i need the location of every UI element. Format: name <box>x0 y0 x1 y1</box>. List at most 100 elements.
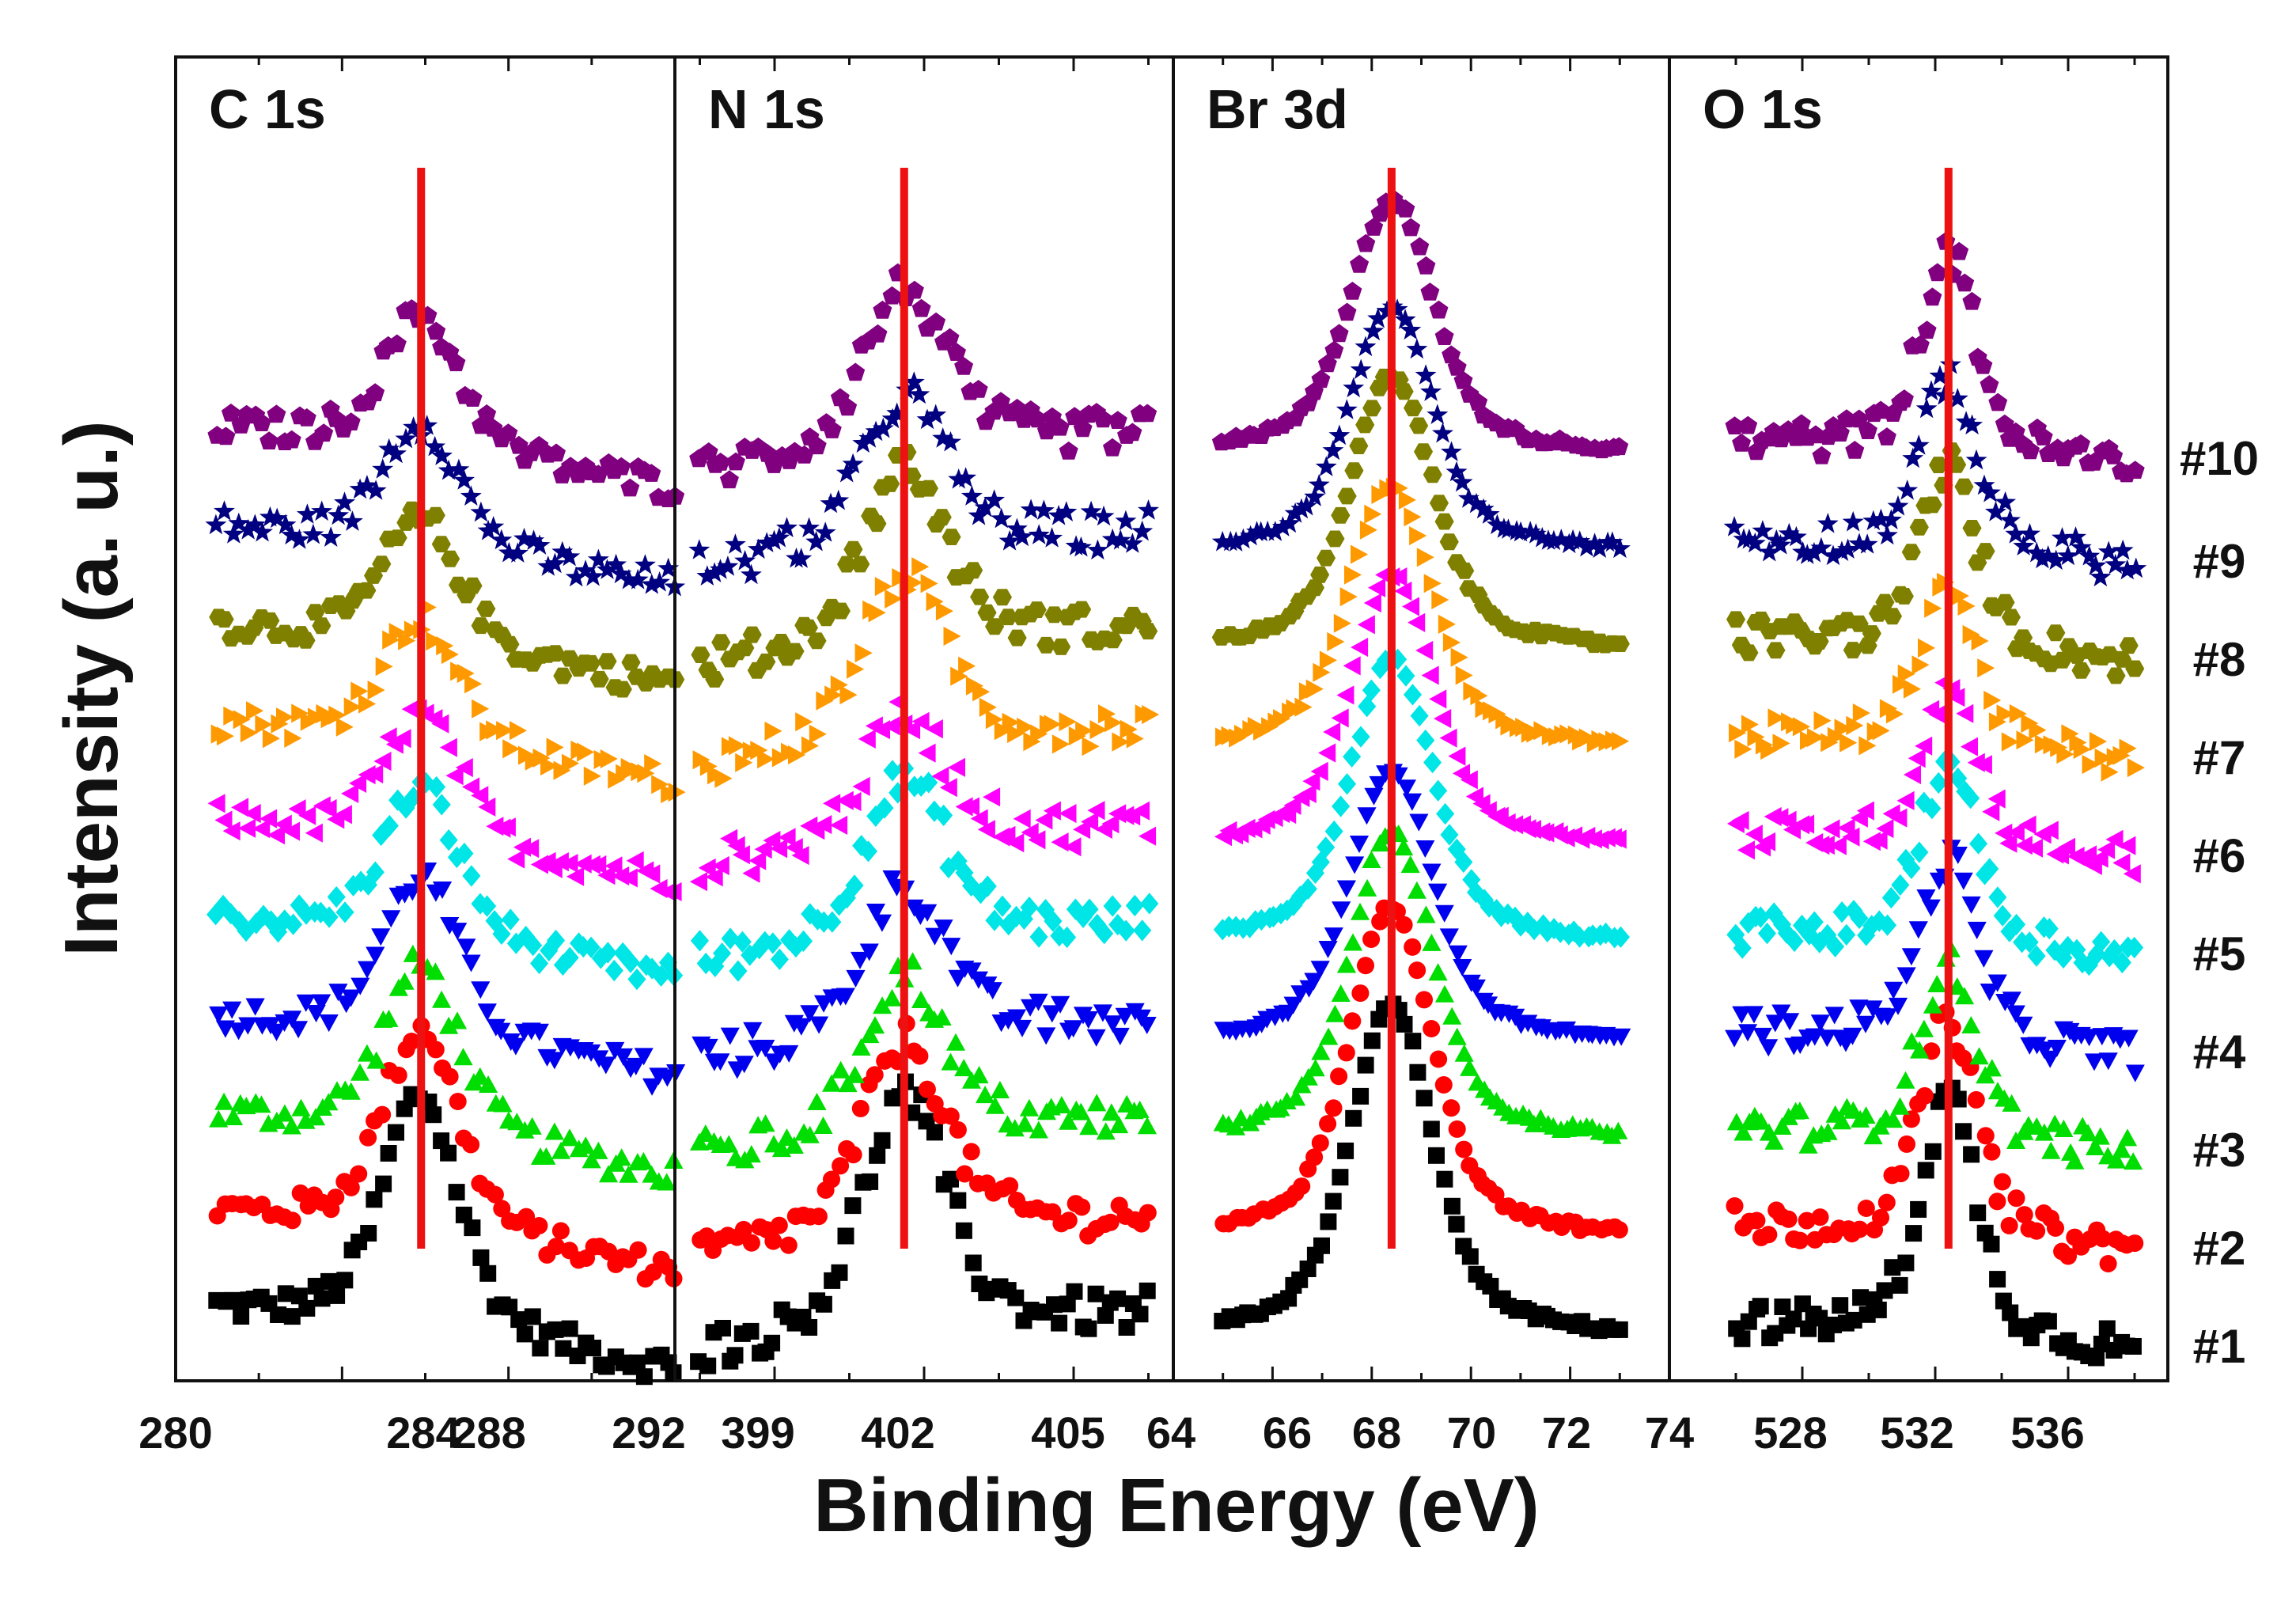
data-point <box>1029 993 1048 1011</box>
data-point <box>931 766 949 786</box>
data-point <box>2071 434 2090 453</box>
data-point <box>688 539 710 559</box>
data-point <box>2001 732 2019 752</box>
data-point <box>635 1368 653 1386</box>
data-point <box>2116 559 2139 580</box>
data-point <box>1225 531 1247 552</box>
data-point <box>2112 951 2131 974</box>
data-point <box>1416 905 1436 923</box>
data-point <box>1308 473 1330 495</box>
data-point <box>1988 1192 2006 1211</box>
series-sample-9-c-1s <box>205 415 686 597</box>
data-point <box>252 413 271 431</box>
data-point <box>1871 1208 1890 1227</box>
data-point <box>1349 836 1370 853</box>
data-point <box>2097 840 2116 859</box>
data-point <box>945 1033 966 1051</box>
data-point <box>1518 912 1537 934</box>
data-point <box>1817 1029 1837 1048</box>
data-point <box>380 1145 397 1162</box>
data-point <box>1421 665 1439 685</box>
data-point <box>1103 438 1122 457</box>
data-point <box>664 882 682 901</box>
data-point <box>1043 801 1061 821</box>
data-point <box>748 851 767 870</box>
data-point <box>1126 729 1144 749</box>
data-point <box>2029 720 2047 740</box>
data-point <box>1319 650 1337 670</box>
data-point <box>1298 878 1317 900</box>
data-point <box>1901 948 1921 966</box>
data-point <box>949 1192 967 1209</box>
data-point <box>1115 510 1137 531</box>
data-point <box>1967 1090 1985 1109</box>
data-point <box>222 523 244 544</box>
data-point <box>962 1143 980 1161</box>
data-point <box>2067 938 2086 961</box>
data-point <box>1081 812 1099 832</box>
data-point <box>950 666 968 686</box>
data-point <box>1826 935 1845 957</box>
data-point <box>1007 723 1025 743</box>
data-point <box>1510 521 1532 542</box>
data-point <box>1409 813 1429 832</box>
data-point <box>824 685 843 705</box>
data-point <box>1897 664 1915 684</box>
data-point <box>2106 667 2126 684</box>
panel-title: O 1s <box>1703 78 1823 140</box>
data-point <box>439 829 458 851</box>
data-point <box>934 804 953 827</box>
data-point <box>1283 996 1303 1014</box>
data-point <box>209 1006 229 1024</box>
data-point <box>1298 1067 1318 1086</box>
data-point <box>1073 820 1091 840</box>
data-point <box>962 874 981 897</box>
data-point <box>319 1014 339 1033</box>
data-point <box>1961 896 1981 914</box>
data-point <box>916 408 938 430</box>
data-point <box>2105 829 2124 849</box>
data-point <box>314 423 334 442</box>
data-point <box>2018 815 2036 835</box>
data-point <box>582 565 604 586</box>
data-point <box>1362 851 1381 868</box>
data-point <box>1011 525 1033 547</box>
data-point <box>809 724 827 744</box>
data-point <box>865 1016 885 1034</box>
series-sample-10-br-3d <box>1211 189 1629 459</box>
data-point <box>2079 1029 2099 1047</box>
data-point <box>1014 908 1033 930</box>
data-point <box>941 1052 960 1071</box>
data-point <box>2021 441 2040 460</box>
data-point <box>562 753 580 773</box>
data-point <box>2092 931 2111 953</box>
data-point <box>436 636 454 656</box>
data-point <box>1059 1112 1078 1130</box>
data-point <box>1283 795 1301 815</box>
data-point <box>728 736 746 756</box>
data-point <box>1971 631 1989 651</box>
data-point <box>1457 487 1480 508</box>
data-point <box>547 443 566 462</box>
data-point <box>940 430 961 452</box>
data-point <box>1140 893 1159 915</box>
data-point <box>726 1347 744 1364</box>
data-point <box>1914 1019 1934 1037</box>
data-point <box>2082 755 2100 775</box>
data-point <box>642 864 661 884</box>
data-point <box>644 754 662 774</box>
data-point <box>2078 1124 2098 1142</box>
series-sample-8-br-3d <box>1211 368 1630 654</box>
data-point <box>1311 370 1331 389</box>
data-point <box>851 1037 871 1056</box>
data-point <box>710 1053 730 1071</box>
data-point <box>1969 1204 1987 1222</box>
data-point <box>1394 383 1414 400</box>
data-point <box>395 427 417 449</box>
data-point <box>522 1117 542 1135</box>
data-point <box>1611 926 1630 948</box>
data-point <box>791 846 809 866</box>
data-point <box>334 491 355 512</box>
data-point <box>1252 908 1271 931</box>
